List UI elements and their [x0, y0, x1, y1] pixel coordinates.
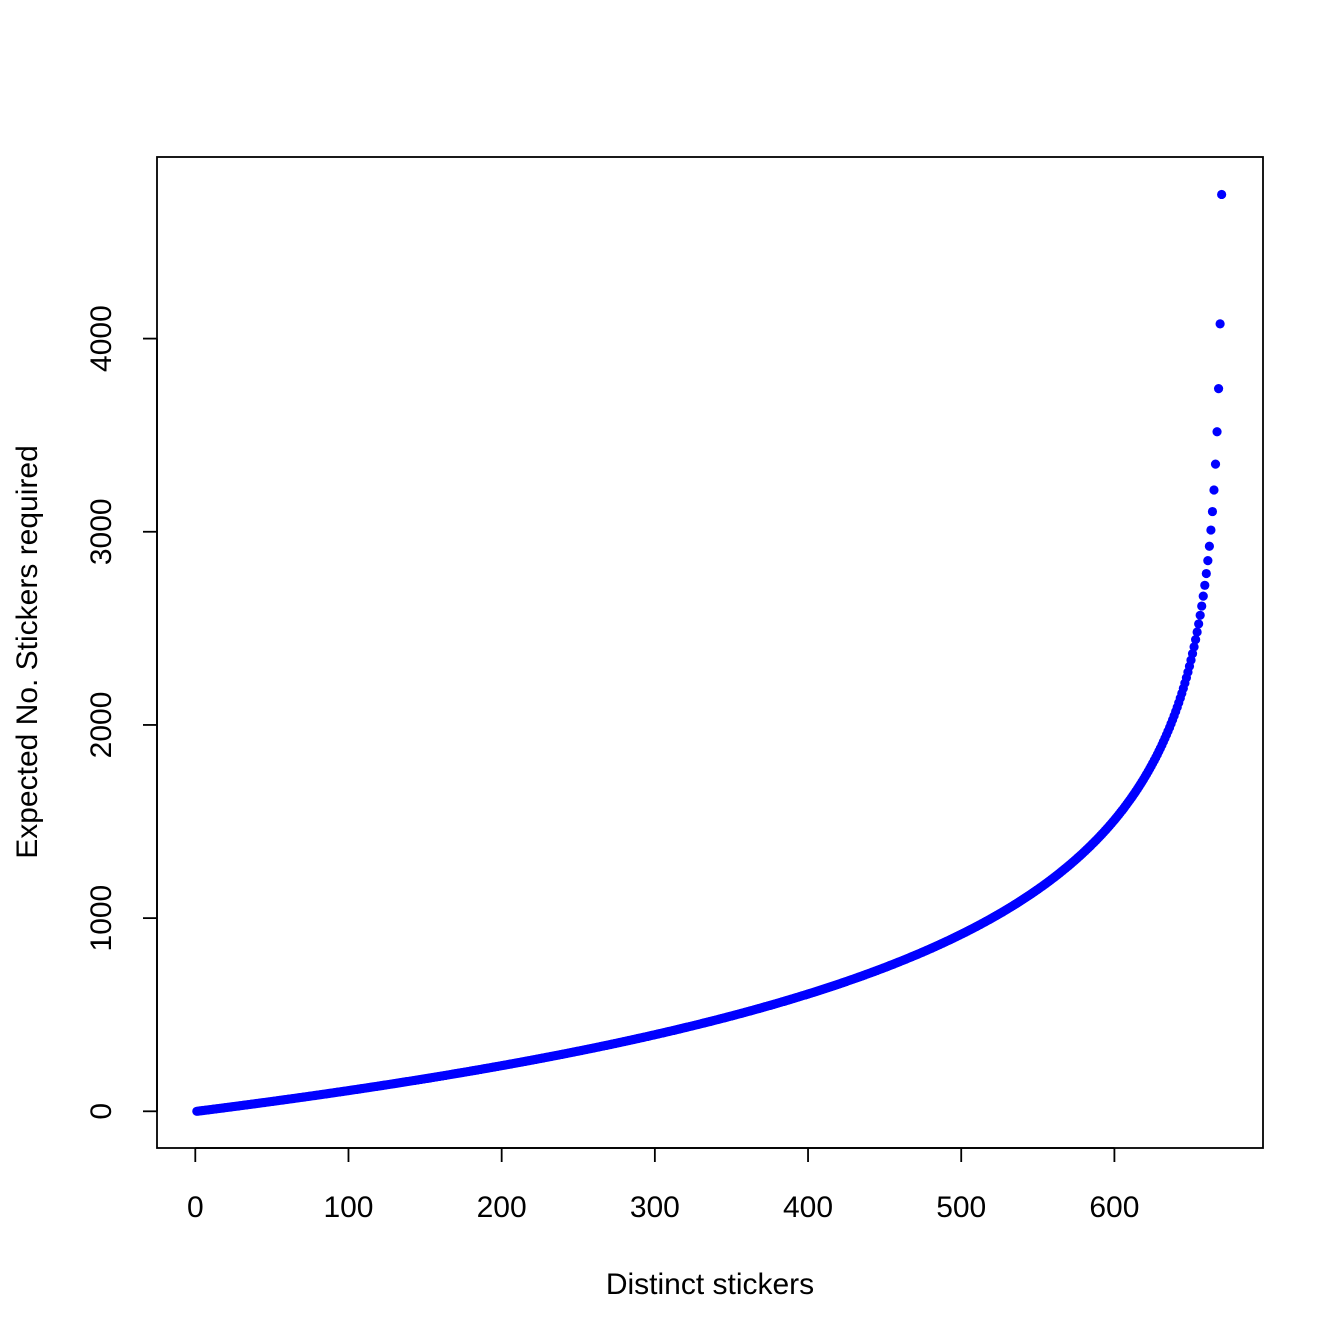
data-point — [1217, 189, 1227, 200]
x-tick-label: 100 — [323, 1191, 373, 1224]
x-axis: 0 100 200 300 400 500 600 — [187, 1147, 1139, 1224]
data-point — [1189, 642, 1199, 652]
data-points — [192, 189, 1227, 1116]
x-tick-label: 200 — [477, 1191, 527, 1224]
data-point — [1204, 541, 1214, 551]
data-point — [1201, 568, 1211, 579]
x-tick-label: 600 — [1089, 1191, 1139, 1224]
data-point — [1198, 591, 1208, 601]
data-point — [1203, 556, 1213, 566]
x-tick-label: 500 — [936, 1191, 986, 1224]
data-point — [1210, 459, 1221, 469]
y-tick-label: 2000 — [85, 692, 118, 759]
y-tick-label: 1000 — [85, 885, 118, 952]
data-point — [1191, 635, 1201, 645]
data-point — [1207, 506, 1218, 517]
y-tick-label: 3000 — [85, 498, 118, 565]
data-point — [1212, 427, 1222, 437]
data-point — [1194, 619, 1204, 629]
x-tick-label: 0 — [187, 1191, 204, 1224]
data-point — [1209, 485, 1219, 495]
data-point — [1200, 580, 1210, 590]
data-point — [1192, 627, 1202, 637]
data-point — [1195, 610, 1205, 620]
data-point — [1206, 525, 1216, 535]
data-point — [1215, 319, 1225, 329]
data-point — [1213, 384, 1224, 394]
data-point — [1197, 601, 1207, 611]
x-tick-label: 300 — [630, 1191, 680, 1224]
x-axis-label: Distinct stickers — [606, 1268, 814, 1301]
y-axis: 0 1000 2000 3000 4000 — [85, 305, 158, 1120]
y-tick-label: 4000 — [85, 305, 118, 372]
x-tick-label: 400 — [783, 1191, 833, 1224]
plot-frame — [156, 156, 1264, 1149]
y-axis-label: Expected No. Stickers required — [11, 445, 44, 859]
y-tick-label: 0 — [85, 1103, 118, 1120]
